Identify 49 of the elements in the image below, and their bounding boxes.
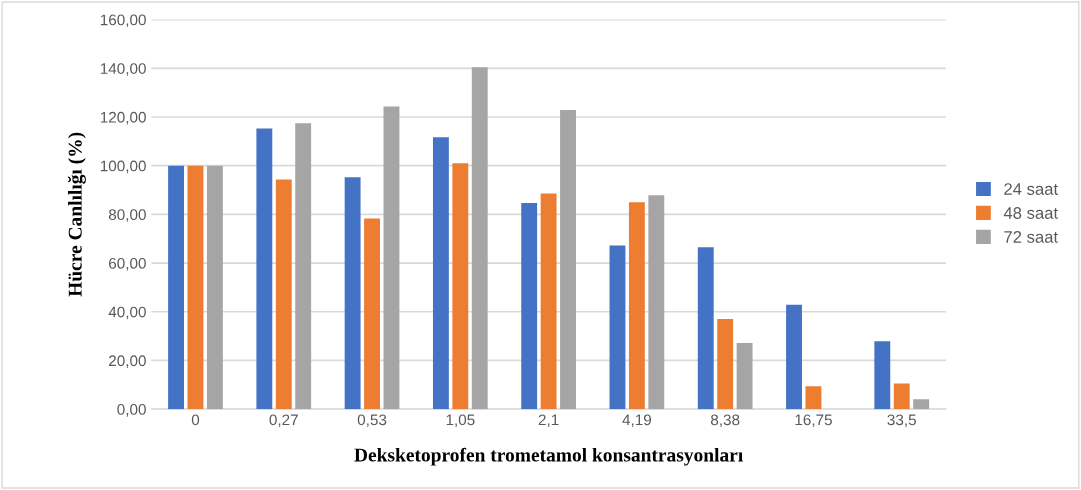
y-tick-label: 160,00 — [100, 14, 146, 28]
bar — [168, 165, 184, 410]
bar — [913, 399, 930, 410]
bar — [786, 304, 802, 410]
y-tick-label: 0,00 — [117, 404, 146, 417]
y-tick-label: 20,00 — [109, 355, 146, 368]
bar — [874, 341, 891, 410]
bar — [697, 247, 714, 410]
bar — [364, 218, 380, 410]
y-tick-label: 40,00 — [108, 306, 146, 320]
bar — [805, 386, 822, 410]
x-tick-label: 16,75 — [795, 414, 832, 428]
legend-label: 48 saat — [1003, 207, 1058, 219]
y-tick-label: 60,00 — [109, 257, 146, 271]
bar — [187, 165, 204, 410]
bar — [560, 109, 576, 410]
legend-label: 72 saat — [1004, 231, 1058, 243]
x-axis-title: Deksketoprofen trometamol konsantrasyonları — [354, 447, 743, 466]
bar — [206, 165, 223, 410]
x-tick-label: 0,53 — [357, 414, 387, 428]
x-tick-label: 33,5 — [887, 414, 916, 428]
bar — [344, 177, 361, 410]
y-tick-label: 80,00 — [108, 209, 146, 222]
bar — [432, 137, 449, 410]
x-tick-label: 2,1 — [538, 414, 559, 428]
x-tick-label: 0,27 — [269, 414, 298, 428]
bar — [256, 128, 273, 410]
y-tick-label: 100,00 — [100, 160, 146, 174]
y-tick-label: 120,00 — [100, 111, 146, 125]
bar — [452, 163, 469, 410]
bar — [540, 193, 557, 410]
bar — [521, 202, 538, 410]
bar — [609, 245, 626, 410]
bar — [736, 342, 753, 410]
y-axis-title: Hücre Canlılığı (%) — [67, 132, 86, 297]
bar — [471, 67, 488, 410]
x-tick-label: 0 — [191, 414, 200, 426]
bar — [628, 202, 645, 410]
x-tick-label: 8,38 — [710, 414, 740, 428]
bar — [648, 195, 665, 410]
bar — [893, 383, 910, 410]
bar — [295, 123, 312, 410]
bar — [275, 179, 292, 410]
x-tick-label: 1,05 — [446, 414, 475, 428]
bar — [383, 106, 400, 410]
x-tick-label: 4,19 — [622, 414, 652, 428]
bar — [717, 319, 734, 410]
y-tick-label: 140,00 — [100, 63, 146, 76]
legend-label: 24 saat — [1004, 183, 1058, 195]
